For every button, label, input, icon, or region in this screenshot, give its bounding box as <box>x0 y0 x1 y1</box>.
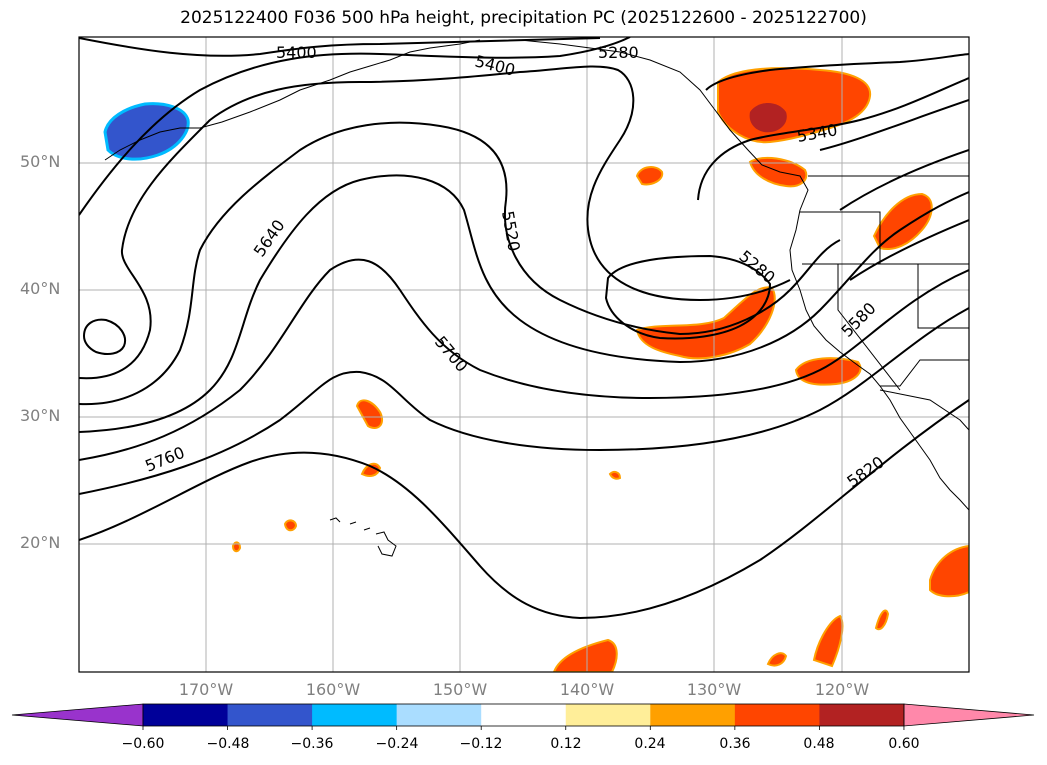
colorbar-tick-label: −0.60 <box>121 736 165 752</box>
contour-line <box>79 307 969 495</box>
chart-title: 2025122400 F036 500 hPa height, precipit… <box>180 8 867 28</box>
contour-line <box>604 254 772 340</box>
precip-area-small-4 <box>283 519 298 532</box>
contour-label: 5640 <box>250 216 289 260</box>
colorbar-tick-label: 0.12 <box>550 736 582 752</box>
alaska-coast <box>519 39 809 211</box>
height-contours <box>79 37 969 620</box>
precip-area-baja <box>929 544 969 598</box>
lon-label: 140°W <box>559 680 615 699</box>
map-frame <box>78 36 970 673</box>
hawaii-islands <box>329 517 397 557</box>
precip-area-south-4 <box>874 609 890 631</box>
precip-area-small-6 <box>608 470 622 480</box>
contour-line <box>79 258 969 461</box>
colorbar-segment <box>396 704 482 726</box>
colorbar-tick-label: −0.48 <box>206 736 250 752</box>
contour-label: 5820 <box>843 452 887 491</box>
contour-label: 5280 <box>735 247 778 288</box>
lat-label: 40°N <box>20 279 61 298</box>
contour-line <box>79 37 601 57</box>
colorbar-tick-label: −0.12 <box>459 736 503 752</box>
colorbar-segment <box>650 704 736 726</box>
colorbar-extend-high <box>903 703 1035 727</box>
colorbar-segment <box>143 704 229 726</box>
contour-line <box>82 318 126 355</box>
lat-label: 50°N <box>20 152 61 171</box>
precip-shading <box>103 67 969 672</box>
contour-line <box>839 149 969 211</box>
state-border-4 <box>880 359 969 387</box>
precip-area-idaho <box>872 192 933 250</box>
precip-area-south-1 <box>552 638 618 672</box>
contour-label: 5520 <box>498 209 524 252</box>
precip-area-south-3 <box>766 652 788 667</box>
contour-label: 5280 <box>598 43 639 62</box>
precip-area-small-3 <box>360 462 382 477</box>
precip-area-small-1 <box>635 166 664 186</box>
precip-area-south-2 <box>812 614 844 668</box>
lon-label: 130°W <box>686 680 742 699</box>
state-border-3 <box>837 264 901 391</box>
contour-line <box>79 174 969 433</box>
contour-line <box>79 399 969 620</box>
precip-area-socal <box>794 357 862 386</box>
colorbar-tick-label: 0.24 <box>634 736 666 752</box>
us-west-coast <box>789 209 969 511</box>
contour-line <box>849 219 969 281</box>
colorbar-tick-label: 0.36 <box>719 736 751 752</box>
colorbar-segment <box>819 704 905 726</box>
colorbar <box>11 703 1035 730</box>
coastlines <box>104 39 969 557</box>
contour-line <box>79 37 631 216</box>
colorbar-segment <box>734 704 820 726</box>
contour-line <box>819 99 969 151</box>
precip-area-offshore <box>635 286 776 360</box>
state-border-1 <box>800 211 969 265</box>
lat-label: 30°N <box>20 406 61 425</box>
lon-label: 170°W <box>178 680 234 699</box>
precip-area-small-5 <box>231 541 242 553</box>
map-gridlines <box>79 37 969 672</box>
colorbar-segment <box>481 704 567 726</box>
contour-line <box>705 53 969 91</box>
colorbar-segment <box>565 704 651 726</box>
contour-label: 5580 <box>837 299 879 341</box>
colorbar-segment <box>227 704 313 726</box>
aleutian-coast <box>104 39 481 161</box>
contour-line <box>79 121 841 406</box>
colorbar-tick-label: −0.24 <box>375 736 419 752</box>
contour-line <box>697 77 969 201</box>
contour-label: 5700 <box>431 332 472 375</box>
contour-label: 5760 <box>142 443 187 476</box>
colorbar-tick-label: 0.48 <box>803 736 835 752</box>
precip-area-small-2 <box>355 399 384 430</box>
lat-label: 20°N <box>20 533 61 552</box>
colorbar-segment <box>312 704 398 726</box>
colorbar-tick-label: 0.60 <box>888 736 920 752</box>
lon-label: 160°W <box>305 680 361 699</box>
lon-label: 120°W <box>814 680 870 699</box>
contour-line <box>79 65 791 380</box>
colorbar-frame <box>142 703 905 727</box>
precip-area-vancouver <box>748 156 808 188</box>
colorbar-extend-low <box>11 703 144 727</box>
lon-label: 150°W <box>432 680 488 699</box>
mexico-border <box>879 389 969 431</box>
precip-core-bc <box>749 103 787 133</box>
state-border-5 <box>917 264 969 329</box>
contour-label: 5400 <box>276 43 317 62</box>
colorbar-tick-label: −0.36 <box>290 736 334 752</box>
